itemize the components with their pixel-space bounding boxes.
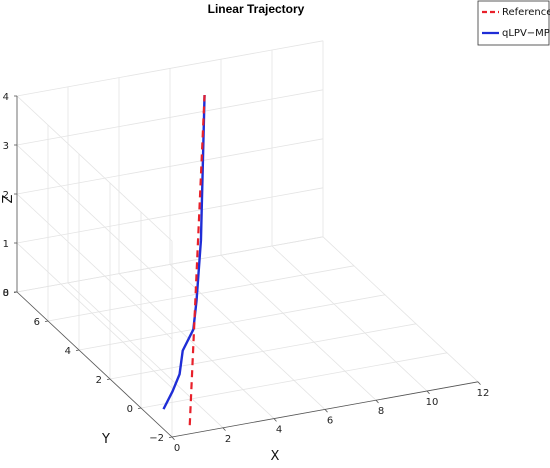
- z-tick-label: 3: [3, 141, 9, 152]
- floor-gridline: [47, 265, 355, 322]
- wall-gridline: [16, 144, 173, 291]
- z-axis-label: Z: [1, 194, 16, 203]
- z-tick-label: 4: [3, 92, 9, 103]
- y-tick-label: −2: [149, 433, 164, 444]
- x-tick-label: 0: [174, 443, 180, 454]
- legend-label-reference: Reference: [502, 7, 550, 18]
- floor-gridline: [78, 294, 386, 351]
- y-axis-line: [16, 291, 173, 438]
- x-tick-mark: [375, 399, 379, 404]
- floor-gridline: [220, 254, 377, 401]
- wall-gridline: [16, 138, 324, 195]
- wall-gridline: [16, 236, 324, 293]
- y-tick-label: 8: [3, 288, 9, 299]
- x-tick-mark: [273, 418, 277, 422]
- z-tick-label: 2: [3, 190, 9, 201]
- z-tick-label: 1: [3, 239, 9, 250]
- x-tick-mark: [477, 381, 481, 385]
- x-tick-label: 10: [426, 397, 439, 408]
- z-tick-label: 0: [3, 288, 9, 299]
- x-tick-label: 8: [378, 406, 384, 417]
- x-tick-mark: [324, 409, 328, 413]
- legend: Reference qLPV−MPC: [477, 0, 550, 46]
- wall-gridline: [16, 187, 324, 244]
- floor-gridline: [322, 236, 479, 383]
- floor-gridline: [140, 352, 448, 409]
- wall-gridline: [16, 242, 173, 389]
- x-tick-mark: [222, 427, 226, 431]
- x-tick-mark: [426, 390, 430, 395]
- floor-gridline: [271, 245, 428, 392]
- wall-gridline: [16, 89, 324, 146]
- legend-box: [477, 0, 550, 46]
- y-tick-label: 4: [65, 346, 71, 357]
- x-tick-mark: [171, 436, 175, 441]
- x-tick-label: 12: [477, 388, 490, 399]
- axes: [13, 95, 481, 441]
- x-tick-label: 6: [327, 415, 333, 426]
- y-tick-label: 6: [34, 317, 40, 328]
- x-tick-label: 2: [225, 434, 231, 445]
- floor-gridline: [118, 273, 275, 419]
- wall-gridline: [16, 95, 173, 242]
- grid: [16, 40, 479, 438]
- series-line-qlpv-mpc: [162, 95, 206, 410]
- y-tick-mark: [44, 320, 49, 322]
- y-axis-label: Y: [101, 432, 110, 447]
- y-tick-mark: [168, 436, 173, 438]
- chart-title: Linear Trajectory: [208, 2, 305, 16]
- floor-gridline: [109, 323, 417, 380]
- x-axis-label: X: [271, 449, 280, 464]
- series: [162, 94, 206, 426]
- y-tick-label: 0: [127, 404, 133, 415]
- y-tick-mark: [75, 349, 80, 351]
- y-tick-label: 2: [96, 375, 102, 386]
- wall-gridline: [16, 40, 324, 97]
- x-tick-label: 4: [276, 425, 282, 436]
- floor-gridline: [67, 282, 224, 429]
- wall-gridline: [16, 193, 173, 340]
- legend-label-qlpv-mpc: qLPV−MPC: [502, 28, 550, 39]
- y-tick-mark: [137, 407, 142, 409]
- y-tick-mark: [106, 378, 111, 380]
